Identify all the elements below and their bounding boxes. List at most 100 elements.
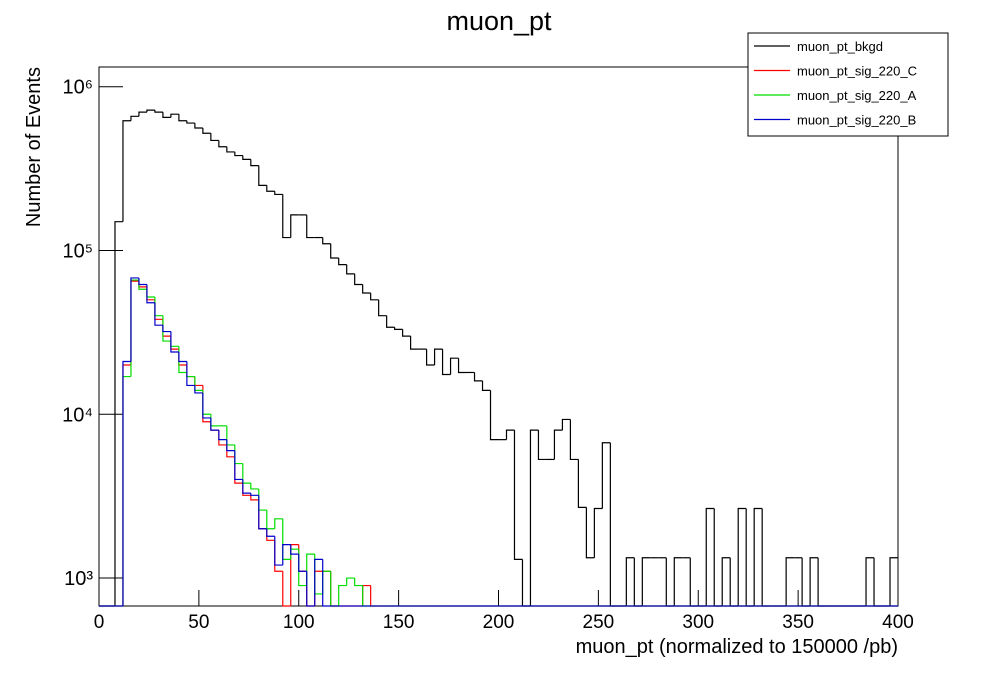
histogram-bin xyxy=(250,495,259,501)
x-tick-label: 250 xyxy=(583,612,615,633)
histogram-bin xyxy=(282,194,291,239)
histogram-bin xyxy=(673,557,683,606)
histogram-bin xyxy=(457,358,467,374)
histogram-bin xyxy=(258,495,267,530)
y-axis-label: Number of Events xyxy=(23,67,45,227)
histogram-bin xyxy=(138,277,147,286)
x-tick-label: 200 xyxy=(483,612,515,633)
histogram-bin xyxy=(258,165,267,186)
histogram-bin xyxy=(505,429,515,440)
histogram-bin xyxy=(593,507,603,558)
histogram-bin xyxy=(170,113,179,118)
histogram-bin xyxy=(210,417,219,431)
histogram-bin xyxy=(330,243,339,259)
legend-label: muon_pt_bkgd xyxy=(797,39,883,54)
legend-label: muon_pt_sig_220_A xyxy=(797,88,917,103)
x-tick-label: 0 xyxy=(94,612,105,633)
histogram-bin xyxy=(402,329,411,337)
histogram-bin xyxy=(282,571,291,607)
x-tick-label: 100 xyxy=(283,612,315,633)
histogram-bin xyxy=(338,258,347,266)
histogram-bin xyxy=(322,559,331,607)
histogram-bin xyxy=(354,273,363,286)
histogram-bin xyxy=(154,302,163,326)
histogram-bin xyxy=(242,155,251,161)
histogram-bin xyxy=(178,352,187,363)
histogram-bin xyxy=(441,349,451,376)
histogram-bin xyxy=(425,349,435,366)
histogram-bin xyxy=(202,127,211,134)
histogram-bin xyxy=(362,284,371,294)
histogram-bin xyxy=(378,299,387,317)
histogram-bin xyxy=(290,544,299,555)
x-tick-label: 50 xyxy=(188,612,209,633)
y-tick-label: 10⁵ xyxy=(62,241,93,263)
y-tick-label: 10⁶ xyxy=(63,77,93,99)
histogram-bin xyxy=(162,315,171,342)
histogram-bin xyxy=(114,221,123,606)
histogram-bin xyxy=(210,133,219,142)
histogram-bin xyxy=(202,392,211,419)
histogram-bin xyxy=(146,109,155,113)
histogram-bin xyxy=(705,507,715,606)
x-tick-label: 150 xyxy=(383,612,415,633)
histogram-bin xyxy=(410,336,419,350)
histogram-bin xyxy=(569,419,579,461)
legend xyxy=(747,32,949,137)
histogram-bin xyxy=(162,325,171,333)
chart-title: muon_pt xyxy=(446,6,552,36)
histogram-bin xyxy=(122,360,131,606)
histogram-bin xyxy=(274,536,283,566)
histogram-bin xyxy=(138,111,147,117)
histogram-bin xyxy=(354,578,363,587)
histogram-bin xyxy=(585,507,595,559)
histogram-bin xyxy=(218,430,227,441)
histogram-bin xyxy=(370,293,379,301)
x-axis-label: muon_pt (normalized to 150000 /pb) xyxy=(576,636,898,658)
histogram-bin xyxy=(625,557,635,606)
histogram-bin xyxy=(537,430,547,461)
histogram-bin xyxy=(250,483,259,490)
histogram-bin xyxy=(721,557,731,606)
histogram-bin xyxy=(226,146,235,153)
histogram-bin xyxy=(162,112,171,118)
histogram-bin xyxy=(290,214,299,238)
histogram-bin xyxy=(489,390,499,441)
histogram-bin xyxy=(282,544,291,566)
histogram-bin xyxy=(561,418,571,431)
histogram-bin xyxy=(865,557,875,606)
histogram-bin xyxy=(889,557,898,606)
histogram-bin xyxy=(314,558,323,606)
histogram-bin xyxy=(641,557,651,606)
histogram-bin xyxy=(170,331,179,353)
x-tick-label: 400 xyxy=(882,612,914,633)
histogram-bin xyxy=(146,284,155,304)
histogram-bin xyxy=(154,110,163,113)
histogram-bin xyxy=(186,361,195,387)
histogram-bin xyxy=(481,380,491,391)
histogram-bin xyxy=(194,123,203,129)
histogram-bin xyxy=(346,264,355,275)
histogram-bin xyxy=(266,185,275,192)
histogram-bin xyxy=(473,372,483,382)
histogram-bin xyxy=(250,493,259,496)
histogram-bin xyxy=(226,439,235,452)
x-tick-label: 350 xyxy=(782,612,814,633)
histogram-bin xyxy=(386,315,395,328)
histogram-bin xyxy=(274,518,283,529)
histogram-bin xyxy=(601,442,611,509)
histogram-bin xyxy=(130,277,139,362)
histogram-bin xyxy=(433,348,443,365)
y-tick-label: 10⁴ xyxy=(62,404,93,426)
histogram-bin xyxy=(737,507,747,606)
histogram-bin xyxy=(242,479,251,494)
histogram-bin xyxy=(338,584,347,606)
legend-label: muon_pt_sig_220_B xyxy=(797,113,916,128)
histogram-bin xyxy=(186,120,195,124)
histogram-bin xyxy=(394,327,403,330)
histogram-bin xyxy=(809,557,819,606)
histogram-bin xyxy=(122,120,131,222)
histogram-bin xyxy=(322,237,331,245)
histogram-bin xyxy=(234,151,243,157)
